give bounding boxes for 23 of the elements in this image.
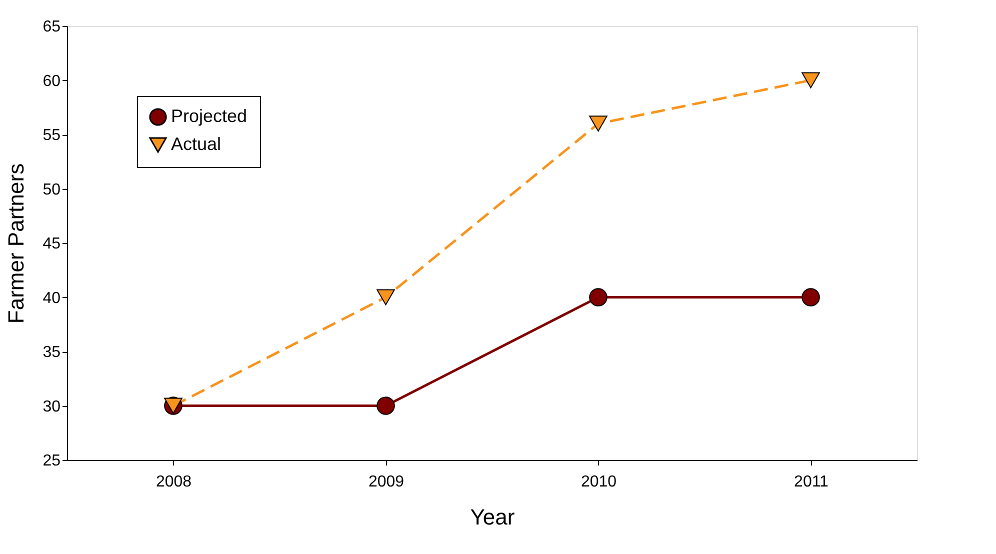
y-tick-label: 30 xyxy=(42,398,61,416)
point xyxy=(376,396,395,415)
x-tick-label: 2009 xyxy=(368,474,404,490)
y-tick-label: 65 xyxy=(42,18,61,36)
point xyxy=(589,116,608,132)
y-tick-label: 35 xyxy=(42,344,61,361)
x-tick-label: 2010 xyxy=(580,474,617,490)
y-tick-label: 60 xyxy=(42,72,61,90)
legend-label: Actual xyxy=(171,134,222,154)
x-tick-label: 2008 xyxy=(156,474,192,490)
y-tick-label: 40 xyxy=(42,290,61,307)
y-tick-label: 45 xyxy=(42,236,61,252)
y-axis-title: Farmer Partners xyxy=(4,163,29,324)
point xyxy=(802,288,820,306)
y-tick-label: 55 xyxy=(42,127,61,144)
legend-label: Projected xyxy=(171,106,248,126)
point xyxy=(376,289,395,306)
x-tick-label: 2011 xyxy=(794,474,829,490)
point xyxy=(802,72,820,88)
x-axis-title: Year xyxy=(470,504,515,530)
y-tick-label: 50 xyxy=(42,181,61,198)
y-tick-label: 25 xyxy=(42,452,61,470)
point xyxy=(589,288,608,306)
